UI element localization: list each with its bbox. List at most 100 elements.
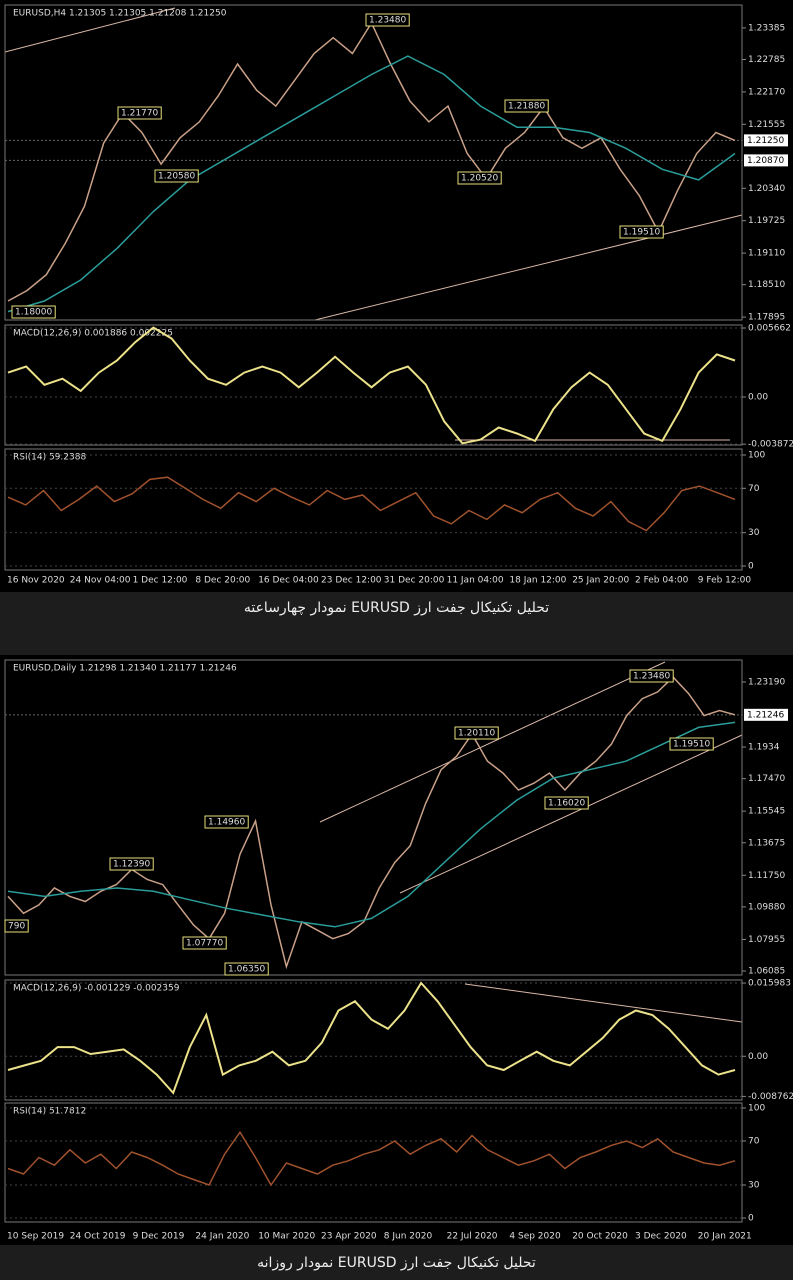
- y-tick-label: 0: [748, 1214, 754, 1224]
- y-tick-label: 70: [748, 484, 760, 494]
- x-tick-label: 8 Jun 2020: [384, 1232, 433, 1242]
- y-tick-label: 1.17895: [748, 313, 785, 323]
- price-annotation: 1.21880: [508, 102, 545, 112]
- price-annotation: 1.14960: [208, 818, 245, 828]
- x-tick-label: 10 Sep 2019: [7, 1232, 64, 1242]
- line-series: [7, 55, 736, 313]
- line-series: [7, 476, 736, 532]
- x-tick-label: 20 Jan 2021: [698, 1232, 752, 1242]
- y-tick-label: 0.005662: [748, 324, 791, 334]
- x-tick-label: 16 Dec 04:00: [258, 576, 319, 586]
- annotation-box: [504, 99, 549, 113]
- annotation-box: [117, 106, 162, 120]
- x-tick-label: 2 Feb 04:00: [635, 576, 689, 586]
- price-annotation: 1.20520: [461, 174, 498, 184]
- y-tick-label: 0.00: [748, 1052, 768, 1062]
- annotation-box: [182, 936, 227, 950]
- price-annotation: 1.20580: [158, 172, 195, 182]
- trend-line: [314, 214, 743, 321]
- trend-line: [399, 734, 743, 894]
- trend-line: [4, 7, 176, 53]
- x-tick-label: 9 Dec 2019: [133, 1232, 185, 1242]
- annotation-box: [629, 669, 674, 683]
- x-tick-label: 31 Dec 20:00: [384, 576, 445, 586]
- y-tick-label: 1.21555: [748, 120, 785, 130]
- panel-title: RSI(14) 59.2388: [13, 453, 86, 463]
- x-tick-label: 24 Jan 2020: [195, 1232, 249, 1242]
- x-tick-label: 11 Jan 04:00: [447, 576, 504, 586]
- y-tick-label: 1.06085: [748, 967, 785, 977]
- line-series: [7, 721, 736, 928]
- price-box: [744, 708, 788, 721]
- caption: تحلیل تکنیکال جفت ارز EURUSD نمودار روزا…: [257, 1255, 536, 1271]
- price-label: 1.20870: [747, 156, 784, 166]
- price-annotation: 1.06350: [228, 965, 265, 975]
- y-tick-label: 0.015983: [748, 979, 791, 989]
- annotation-box: [457, 171, 502, 185]
- x-tick-label: 10 Mar 2020: [258, 1232, 315, 1242]
- panel-title: EURUSD,Daily 1.21298 1.21340 1.21177 1.2…: [13, 664, 237, 674]
- bottom-block: [0, 655, 793, 1245]
- x-tick-label: 23 Dec 12:00: [321, 576, 382, 586]
- y-tick-label: 1.19110: [748, 249, 785, 259]
- panel-title: RSI(14) 51.7812: [13, 1107, 86, 1117]
- x-tick-label: 16 Nov 2020: [7, 576, 65, 586]
- price-annotation: 1.16020: [548, 799, 585, 809]
- annotation-box: [109, 857, 154, 871]
- line-series: [7, 981, 736, 1095]
- x-tick-label: 23 Apr 2020: [321, 1232, 377, 1242]
- y-tick-label: 100: [748, 450, 765, 460]
- price-annotation: 1.19510: [673, 740, 710, 750]
- x-tick-label: 22 Jul 2020: [447, 1232, 498, 1242]
- price-box: [744, 154, 788, 167]
- x-tick-label: 20 Oct 2020: [572, 1232, 628, 1242]
- y-tick-label: 1.11750: [748, 871, 785, 881]
- annotation-box: [454, 726, 499, 740]
- annotation-box: [619, 225, 664, 239]
- price-box: [744, 134, 788, 147]
- y-tick-label: 1.07955: [748, 935, 785, 945]
- x-tick-label: 4 Sep 2020: [509, 1232, 561, 1242]
- y-tick-label: 1.23190: [748, 677, 785, 687]
- y-tick-label: 70: [748, 1136, 760, 1146]
- annotation-box: [669, 737, 714, 751]
- y-tick-label: 0: [748, 562, 754, 572]
- y-tick-label: 1.19725: [748, 216, 785, 226]
- panel-frame: [4, 979, 743, 1101]
- price-annotation: 1.12390: [113, 860, 150, 870]
- y-tick-label: 1.13675: [748, 838, 785, 848]
- annotation-box: [544, 796, 589, 810]
- y-tick-label: -0.003872: [748, 440, 793, 450]
- price-annotation: 1.19510: [623, 228, 660, 238]
- y-tick-label: 1.1934: [748, 743, 780, 753]
- x-tick-label: 24 Oct 2019: [70, 1232, 126, 1242]
- x-tick-label: 1 Dec 12:00: [133, 576, 188, 586]
- panel-title: MACD(12,26,9) 0.001886 0.002225: [13, 329, 173, 339]
- x-tick-label: 8 Dec 20:00: [195, 576, 250, 586]
- caption: تحلیل تکنیکال جفت ارز EURUSD نمودار چهار…: [243, 600, 550, 616]
- y-tick-label: 1.22170: [748, 87, 785, 97]
- price-annotation: 1.20110: [458, 729, 495, 739]
- y-tick-label: 1.17470: [748, 774, 785, 784]
- line-series: [7, 676, 736, 970]
- y-tick-label: 1.09880: [748, 902, 785, 912]
- x-tick-label: 3 Dec 2020: [635, 1232, 687, 1242]
- price-label: 1.21250: [747, 136, 784, 146]
- panel-title: EURUSD,H4 1.21305 1.21305 1.21208 1.2125…: [13, 9, 227, 19]
- price-annotation: 1.07770: [186, 939, 223, 949]
- line-series: [7, 1130, 736, 1187]
- panel-frame: [4, 448, 743, 571]
- panel-frame: [4, 324, 743, 446]
- panel-title: MACD(12,26,9) -0.001229 -0.002359: [13, 984, 180, 994]
- y-tick-label: 0.00: [748, 393, 768, 403]
- trend-line: [319, 661, 666, 823]
- y-tick-label: 1.23385: [748, 23, 785, 33]
- panel-frame: [4, 1102, 743, 1223]
- x-tick-label: 9 Feb 12:00: [698, 576, 752, 586]
- panel-frame: [4, 659, 743, 976]
- y-tick-label: 1.18510: [748, 280, 785, 290]
- panel-frame: [4, 4, 743, 321]
- trend-line: [464, 983, 743, 1023]
